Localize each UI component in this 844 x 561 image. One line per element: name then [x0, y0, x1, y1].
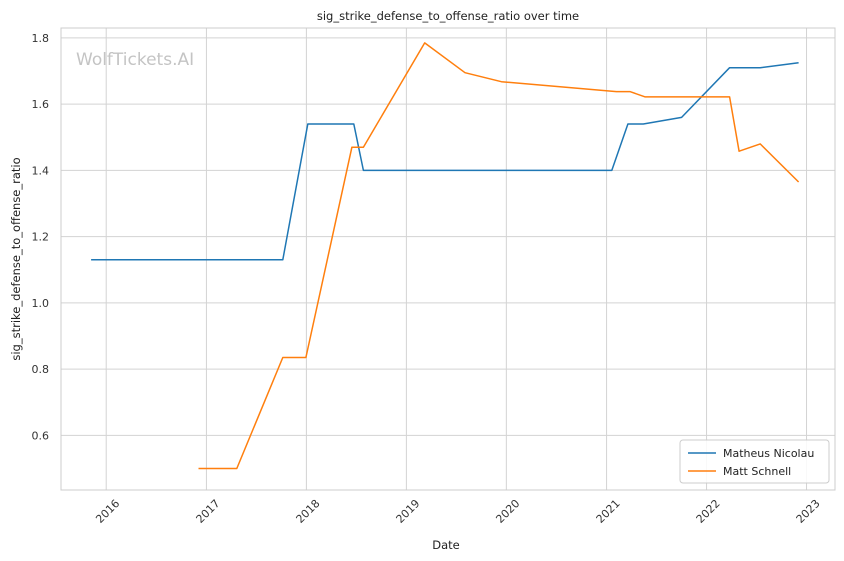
watermark: WolfTickets.AI: [76, 50, 194, 70]
y-tick-label: 1.6: [32, 98, 50, 111]
legend-label-matt-schnell: Matt Schnell: [723, 465, 791, 478]
y-tick-label: 1.8: [32, 32, 50, 45]
legend-box: [679, 439, 830, 484]
y-axis-label: sig_strike_defense_to_offense_ratio: [9, 157, 23, 360]
y-tick-label: 1.0: [32, 297, 50, 310]
series-line-matheus-nicolau: [91, 62, 799, 261]
y-tick-labels: 0.6 0.8 1.0 1.2 1.4 1.6 1.8: [32, 32, 50, 442]
chart-title: sig_strike_defense_to_offense_ratio over…: [317, 9, 579, 23]
y-tick-label: 1.2: [32, 231, 50, 244]
grid: [61, 28, 835, 490]
y-tick-label: 0.8: [32, 363, 50, 376]
series-lines: [91, 42, 800, 470]
legend: Matheus Nicolau Matt Schnell: [679, 439, 830, 484]
series-line-matt-schnell: [198, 42, 800, 470]
legend-label-matheus-nicolau: Matheus Nicolau: [723, 447, 814, 460]
x-axis-label: Date: [432, 538, 460, 552]
y-tick-label: 0.6: [32, 429, 50, 442]
y-tick-label: 1.4: [32, 164, 50, 177]
plot-area-frame: [60, 27, 836, 491]
